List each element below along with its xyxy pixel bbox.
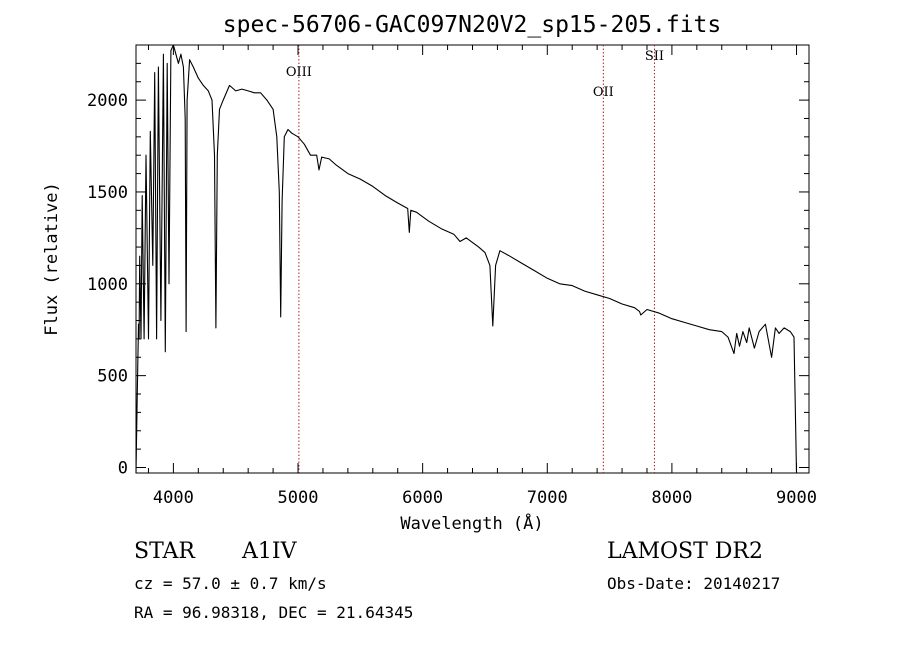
- x-tick-label: 5000: [278, 488, 319, 508]
- survey-name: LAMOST DR2: [607, 539, 763, 564]
- y-tick-label: 1500: [87, 183, 128, 203]
- line-label-oiii: OIII: [286, 65, 312, 80]
- y-tick-label: 500: [97, 367, 128, 387]
- y-axis-label: Flux (relative): [42, 182, 62, 336]
- coordinates-line: RA = 96.98318, DEC = 21.64345: [134, 603, 414, 622]
- x-tick-label: 9000: [776, 488, 817, 508]
- object-subclass: A1IV: [242, 539, 297, 564]
- line-label-oii: OII: [593, 85, 614, 100]
- y-tick-label: 1000: [87, 275, 128, 295]
- redshift-line: cz = 57.0 ± 0.7 km/s: [134, 574, 327, 593]
- chart-title: spec-56706-GAC097N20V2_sp15-205.fits: [223, 12, 722, 38]
- x-tick-label: 7000: [527, 488, 568, 508]
- line-label-sii: SII: [645, 49, 664, 64]
- emission-line-markers: OIII OII SII: [286, 45, 664, 473]
- x-tick-label: 8000: [651, 488, 692, 508]
- obs-date-line: Obs-Date: 20140217: [607, 574, 781, 593]
- spectrum-line: [135, 44, 798, 474]
- plot-frame: [135, 44, 810, 474]
- object-class: STAR: [134, 539, 195, 564]
- y-tick-label: 0: [118, 458, 128, 478]
- y-tick-label: 2000: [87, 91, 128, 111]
- x-tick-label: 4000: [153, 488, 194, 508]
- x-tick-label: 6000: [402, 488, 443, 508]
- x-axis-label: Wavelength (Å): [400, 512, 543, 534]
- axis-ticks: 4000 5000 6000 7000 8000 9000 0 500 1000 1500 2000: [87, 44, 817, 508]
